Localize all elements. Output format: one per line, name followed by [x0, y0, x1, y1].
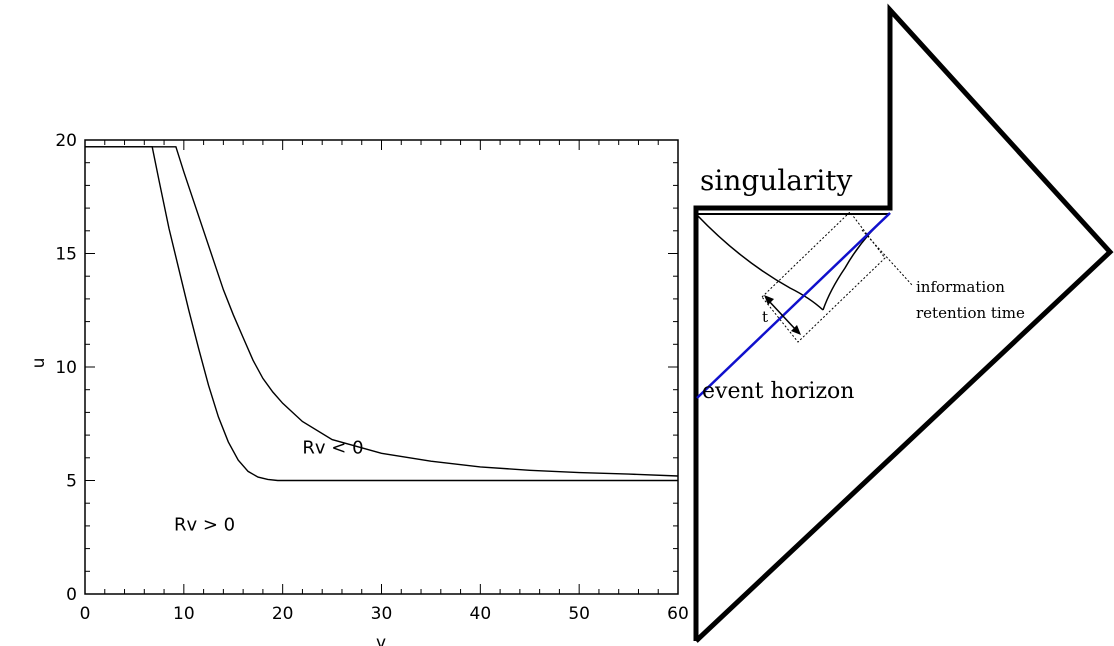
- y-tick-labels: 0 5 10 15 20: [55, 131, 77, 605]
- t-arrow: [767, 299, 797, 331]
- x-tick-label: 50: [568, 604, 590, 624]
- inner-curve-right: [822, 212, 891, 311]
- retention-pointer: [861, 229, 913, 286]
- uv-plot: 0 10 20 30 40 50 60 0 5 10 15 20 Rv < 0 Rv > 0 v u: [29, 131, 689, 646]
- x-tick-label: 60: [667, 604, 689, 624]
- singularity-label: singularity: [700, 164, 853, 197]
- region-annotation: Rv > 0: [174, 514, 235, 535]
- y-tick-label: 5: [66, 472, 77, 492]
- retention-region: [761, 211, 886, 343]
- x-tick-label: 20: [272, 604, 294, 624]
- t-label: t: [762, 308, 768, 326]
- series-lines: [85, 146, 679, 482]
- series-line-2: [85, 146, 679, 477]
- region-annotations: Rv < 0 Rv > 0: [174, 437, 364, 535]
- x-tick-marks: [84, 140, 679, 594]
- t-arrowhead-top: [764, 295, 774, 305]
- x-tick-labels: 0 10 20 30 40 50 60: [80, 604, 689, 624]
- y-tick-label: 0: [66, 585, 77, 605]
- region-annotation: Rv < 0: [302, 437, 363, 458]
- y-tick-label: 15: [55, 245, 77, 265]
- y-tick-label: 10: [55, 358, 77, 378]
- y-axis-title: u: [29, 358, 49, 369]
- information-label: information: [916, 278, 1005, 296]
- t-arrowhead-bottom: [791, 325, 801, 335]
- x-axis-title: v: [376, 633, 386, 646]
- diagram-outline: [693, 3, 1114, 643]
- y-tick-label: 20: [55, 131, 77, 151]
- event-horizon-line: [696, 212, 891, 399]
- x-tick-label: 10: [173, 604, 195, 624]
- x-tick-label: 0: [80, 604, 91, 624]
- event-horizon-label: event horizon: [702, 379, 854, 404]
- penrose-diagram: singularity information retention time t…: [693, 3, 1114, 643]
- x-tick-label: 40: [470, 604, 492, 624]
- x-tick-label: 30: [371, 604, 393, 624]
- series-line-1: [85, 146, 678, 482]
- retention-time-label: retention time: [916, 304, 1025, 322]
- inner-curve-left: [696, 214, 824, 311]
